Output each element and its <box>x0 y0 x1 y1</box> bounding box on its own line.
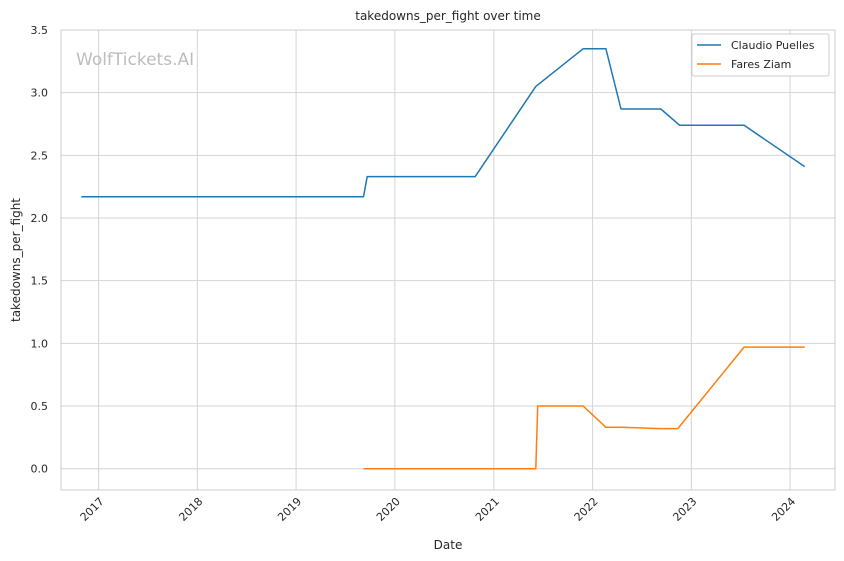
legend-label-fares-ziam: Fares Ziam <box>731 58 791 71</box>
legend-box <box>691 33 830 77</box>
x-grid <box>98 30 791 490</box>
y-tick-label: 0.5 <box>31 400 49 413</box>
x-tick-label: 2020 <box>374 495 403 524</box>
y-tick-label: 3.5 <box>31 24 49 37</box>
x-tick-label: 2024 <box>769 495 798 524</box>
series-lines <box>81 48 806 470</box>
y-tick-label: 1.0 <box>31 337 49 350</box>
x-tick-label: 2017 <box>78 495 107 524</box>
y-tick-label: 2.0 <box>31 212 49 225</box>
x-tick-label: 2019 <box>275 495 304 524</box>
x-tick-label: 2018 <box>176 495 205 524</box>
x-tick-labels: 2017 2018 2019 2020 2021 2022 2023 2024 <box>78 495 798 524</box>
plot-frame <box>60 29 836 491</box>
legend-label-claudio-puelles: Claudio Puelles <box>731 39 815 52</box>
y-tick-label: 1.5 <box>31 275 49 288</box>
series-line-claudio-puelles <box>81 48 806 198</box>
x-tick-label: 2023 <box>670 495 699 524</box>
x-axis-label: Date <box>434 538 463 552</box>
chart-title: takedowns_per_fight over time <box>355 9 541 23</box>
watermark: WolfTickets.AI <box>76 50 194 70</box>
x-tick-label: 2021 <box>473 495 502 524</box>
legend: Claudio Puelles Fares Ziam <box>691 33 830 77</box>
x-tick-label: 2022 <box>572 495 601 524</box>
y-tick-label: 3.0 <box>31 87 49 100</box>
y-tick-labels: 0.0 0.5 1.0 1.5 2.0 2.5 3.0 3.5 <box>31 24 49 476</box>
y-tick-label: 0.0 <box>31 463 49 476</box>
y-tick-label: 2.5 <box>31 149 49 162</box>
series-line-fares-ziam <box>363 346 805 470</box>
plot-background <box>61 30 835 490</box>
y-axis-label: takedowns_per_fight <box>9 198 23 322</box>
